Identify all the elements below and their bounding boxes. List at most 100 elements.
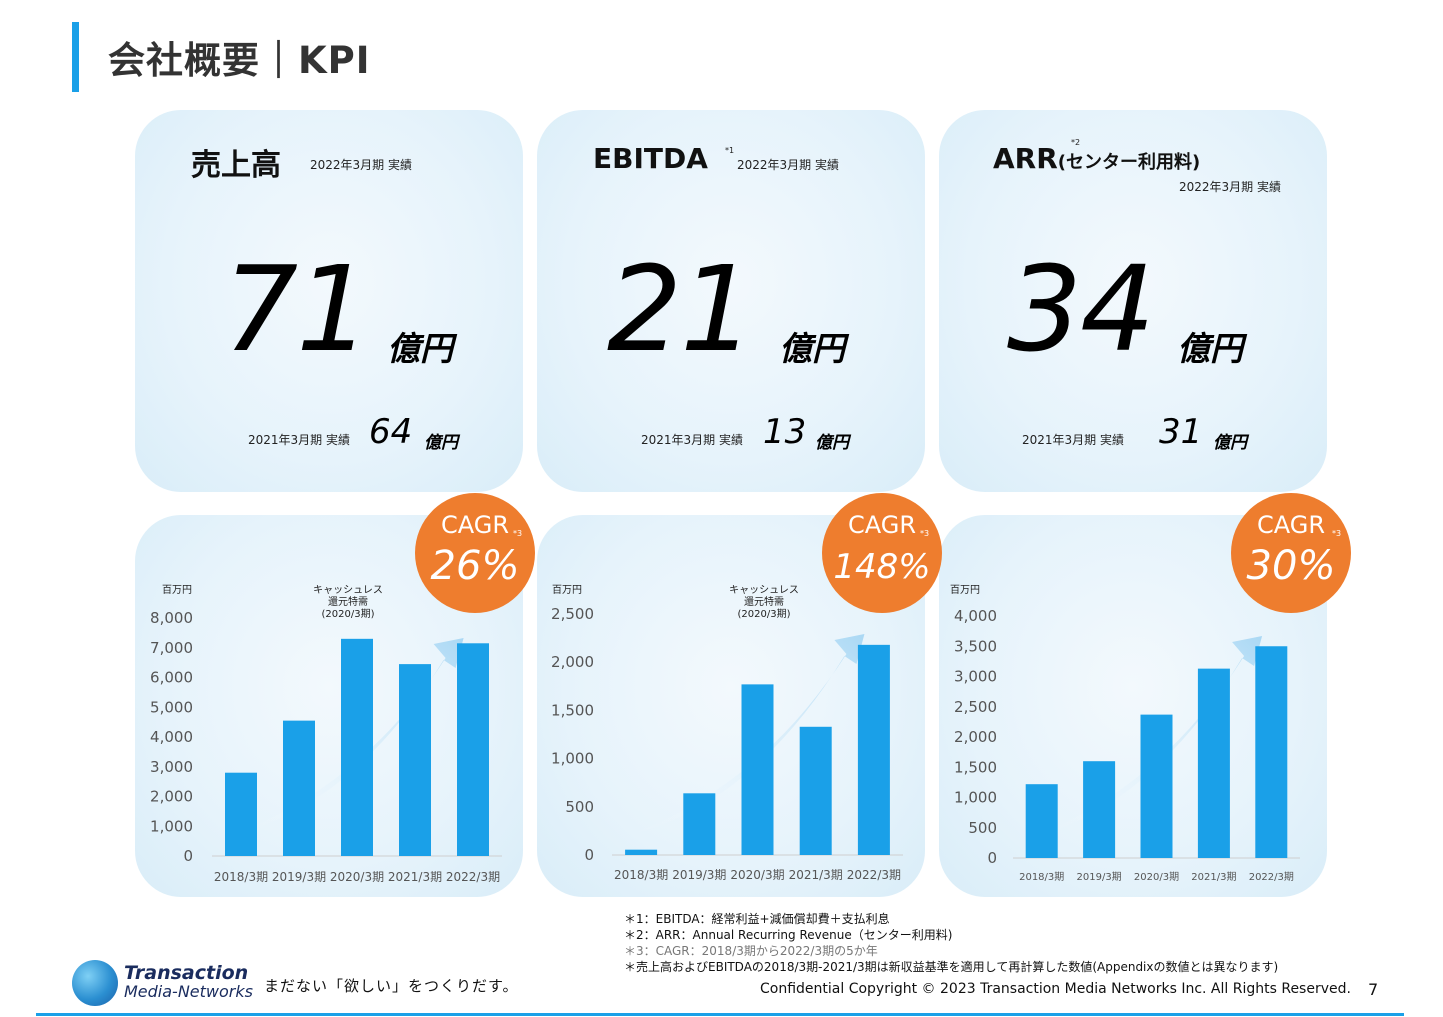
chart-annotation: 還元特需 <box>744 596 784 608</box>
kpi-prev-unit: 億円 <box>424 433 458 453</box>
y-tick-label: 7,000 <box>150 639 193 657</box>
cagr-sup: *3 <box>920 529 930 538</box>
bar-2018/3期 <box>625 849 658 855</box>
kpi-name-suffix: (センター利用料) <box>1057 152 1201 173</box>
bar-2020/3期 <box>741 684 774 855</box>
kpi-prev-unit: 億円 <box>815 433 849 453</box>
x-tick-label: 2018/3期 <box>614 868 668 882</box>
y-unit-label: 百万円 <box>162 584 192 596</box>
kpi-value: 21 <box>607 240 755 378</box>
cagr-value: 30% <box>1246 543 1336 589</box>
y-tick-label: 2,500 <box>954 698 997 716</box>
x-tick-label: 2021/3期 <box>789 868 843 882</box>
y-tick-label: 0 <box>987 849 997 867</box>
y-tick-label: 3,000 <box>150 758 193 776</box>
x-tick-label: 2019/3期 <box>1077 871 1122 883</box>
x-tick-label: 2022/3期 <box>1249 871 1294 883</box>
y-tick-label: 2,500 <box>551 605 594 623</box>
x-tick-label: 2018/3期 <box>214 870 268 884</box>
footnote-2: ＊2：ARR：Annual Recurring Revenue（センター利用料) <box>624 928 953 942</box>
bar-2018/3期 <box>1025 784 1058 858</box>
y-unit-label: 百万円 <box>950 584 980 596</box>
kpi-period: 2022年3月期 実績 <box>737 158 839 172</box>
y-tick-label: 3,000 <box>954 668 997 686</box>
cagr-badge-ebitda: CAGR *3 148% <box>822 493 942 613</box>
y-tick-label: 1,000 <box>954 789 997 807</box>
cagr-label: CAGR <box>440 511 510 539</box>
y-tick-label: 3,500 <box>954 637 997 655</box>
bar-2020/3期 <box>1140 714 1173 858</box>
bar-2019/3期 <box>283 720 315 856</box>
company-logo: Transaction Media-Networks <box>70 958 256 1008</box>
y-tick-label: 5,000 <box>150 698 193 716</box>
y-tick-label: 2,000 <box>551 653 594 671</box>
x-tick-label: 2018/3期 <box>1019 871 1064 883</box>
cagr-sup: *3 <box>513 529 523 538</box>
y-unit-label: 百万円 <box>552 584 582 596</box>
y-tick-label: 6,000 <box>150 669 193 687</box>
kpi-prev-unit: 億円 <box>1213 433 1247 453</box>
cagr-label: CAGR <box>847 511 917 539</box>
cagr-badge-sales: CAGR *3 26% <box>415 493 535 613</box>
footnote-3: ＊3：CAGR：2018/3期から2022/3期の5か年 <box>624 944 878 958</box>
y-tick-label: 0 <box>584 846 594 864</box>
kpi-name: ARR(センター利用料) <box>993 142 1200 175</box>
chart-annotation: キャッシュレス <box>313 585 383 596</box>
kpi-card-sales: 売上高 2022年3月期 実績 71 億円 2021年3月期 実績 64 億円 <box>135 110 523 492</box>
y-tick-label: 1,500 <box>551 701 594 719</box>
kpi-name-main: ARR <box>993 142 1058 175</box>
globe-icon <box>72 960 118 1006</box>
kpi-name: EBITDA <box>593 142 708 175</box>
kpi-prev-label: 2021年3月期 実績 <box>248 433 350 447</box>
kpi-card-ebitda: EBITDA *1 2022年3月期 実績 21 億円 2021年3月期 実績 … <box>537 110 925 492</box>
y-tick-label: 1,000 <box>551 750 594 768</box>
kpi-period: 2022年3月期 実績 <box>1179 180 1281 194</box>
y-tick-label: 500 <box>565 798 594 816</box>
x-tick-label: 2019/3期 <box>672 868 726 882</box>
y-tick-label: 2,000 <box>150 788 193 806</box>
kpi-sup: *1 <box>725 146 735 155</box>
tagline: まだない「欲しい」をつくりだす。 <box>264 977 519 995</box>
footnote-1: ＊1：EBITDA：経常利益+減価償却費＋支払利息 <box>624 912 890 926</box>
kpi-value: 71 <box>223 240 371 378</box>
y-tick-label: 8,000 <box>150 609 193 627</box>
bar-2021/3期 <box>1197 668 1230 858</box>
cagr-value: 26% <box>430 543 520 589</box>
kpi-prev-value: 13 <box>763 412 807 452</box>
x-tick-label: 2021/3期 <box>1191 871 1236 883</box>
kpi-unit: 億円 <box>1177 329 1243 368</box>
y-tick-label: 1,500 <box>954 758 997 776</box>
chart-annotation: キャッシュレス <box>729 585 799 596</box>
x-tick-label: 2020/3期 <box>1134 871 1179 883</box>
y-tick-label: 500 <box>968 819 997 837</box>
bottom-rule <box>36 1013 1404 1016</box>
kpi-card-arr: ARR(センター利用料) *2 2022年3月期 実績 34 億円 2021年3… <box>939 110 1327 492</box>
bar-2022/3期 <box>1255 646 1288 858</box>
copyright: Confidential Copyright © 2023 Transactio… <box>760 981 1351 997</box>
cagr-badge-arr: CAGR *3 30% <box>1231 493 1351 613</box>
chart-annotation: (2020/3期) <box>322 608 375 620</box>
chart-annotation: 還元特需 <box>328 596 368 608</box>
logo-sub: Media-Networks <box>124 982 253 1001</box>
bar-2021/3期 <box>799 726 832 855</box>
kpi-value: 34 <box>1007 240 1155 378</box>
bar-2020/3期 <box>341 638 373 856</box>
cagr-sup: *3 <box>1332 529 1342 538</box>
bar-2018/3期 <box>225 772 257 856</box>
footnote-4: ＊売上高およびEBITDAの2018/3期-2021/3期は新収益基準を適用して… <box>624 960 1279 974</box>
bar-2021/3期 <box>399 664 431 856</box>
page-title: 会社概要｜KPI <box>108 39 371 82</box>
kpi-prev-label: 2021年3月期 実績 <box>1022 433 1124 447</box>
y-tick-label: 1,000 <box>150 817 193 835</box>
cagr-label: CAGR <box>1256 511 1326 539</box>
title-accent-bar <box>72 22 79 92</box>
y-tick-label: 4,000 <box>954 607 997 625</box>
chart-annotation: (2020/3期) <box>738 608 791 620</box>
logo-name: Transaction <box>124 962 249 984</box>
page-number: 7 <box>1368 980 1379 999</box>
kpi-unit: 億円 <box>387 329 453 368</box>
y-tick-label: 2,000 <box>954 728 997 746</box>
kpi-sup: *2 <box>1071 138 1081 147</box>
bar-2019/3期 <box>683 793 716 855</box>
